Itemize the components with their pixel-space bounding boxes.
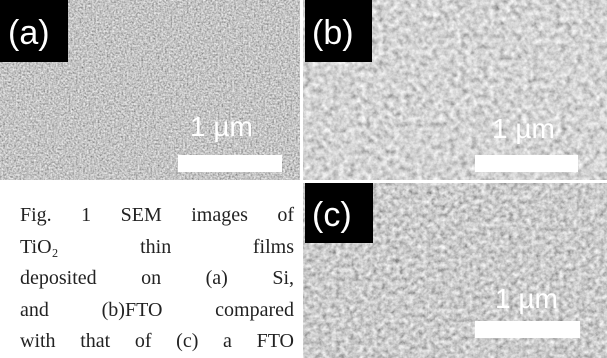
caption-line: with that of (c) a FTO [20, 326, 294, 358]
caption-line: TiO₂ thin films [20, 232, 294, 264]
scale-label: 1 µm [495, 283, 558, 314]
panel-label: (c) [312, 196, 352, 234]
caption-line: deposited on (a) Si, [20, 263, 294, 295]
panel-label: (b) [312, 14, 354, 52]
scale-label: 1 µm [190, 111, 253, 142]
scale-bar [475, 155, 578, 172]
caption-line: and (b)FTO compared [20, 295, 294, 327]
scale-bar [178, 155, 282, 172]
scale-label: 1 µm [492, 113, 555, 144]
caption-line: Fig. 1 SEM images of [20, 200, 294, 232]
panel-label: (a) [8, 14, 50, 52]
page: (a) 1 µm (b) 1 µm (c) 1 µm Fig. 1 SEM im… [0, 0, 607, 358]
scale-bar [475, 321, 580, 338]
